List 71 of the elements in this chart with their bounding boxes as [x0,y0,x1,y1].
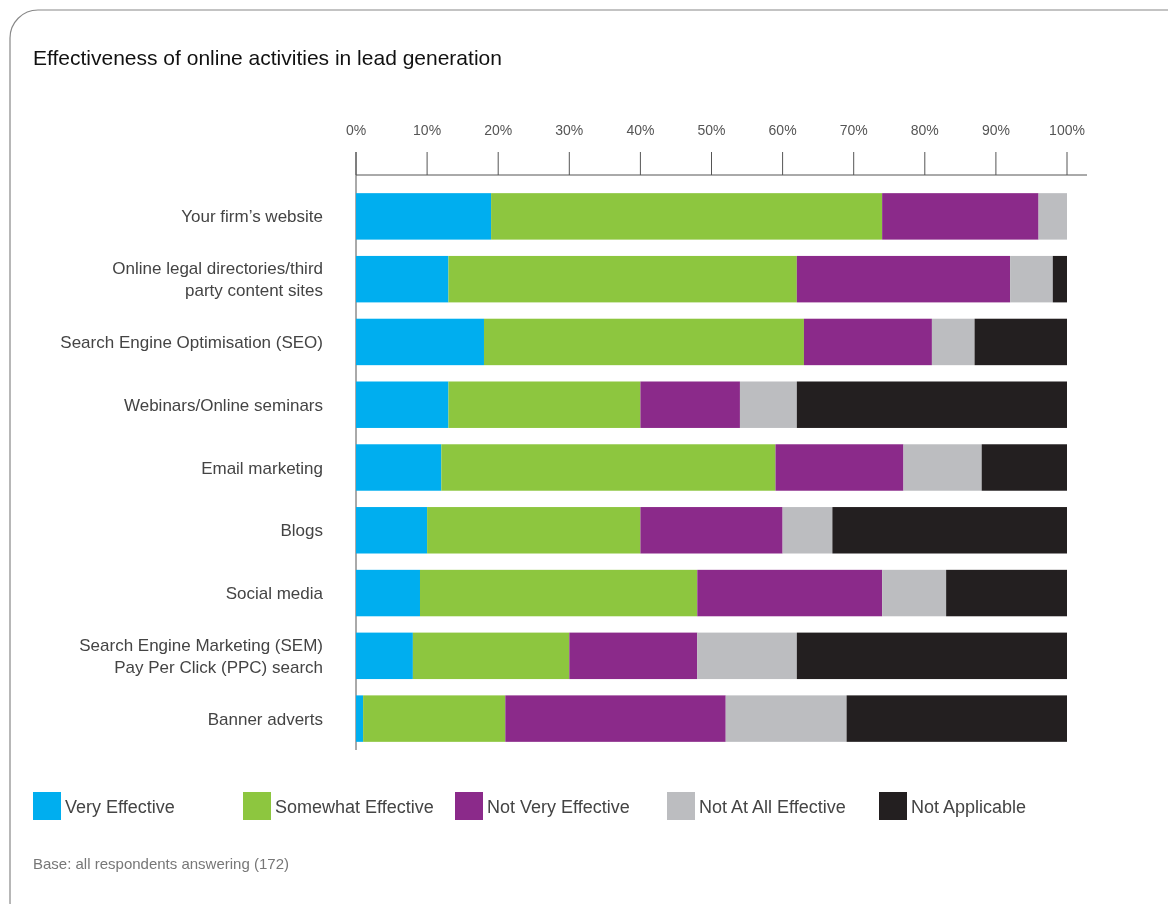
x-tick-label: 100% [1049,122,1085,138]
bar [796,632,1067,680]
bar [946,569,1067,617]
x-tick-label: 30% [555,122,584,138]
x-tick-label: 10% [413,122,442,138]
legend-label: Somewhat Effective [275,797,434,817]
x-tick-label: 70% [839,122,868,138]
bar [483,318,804,366]
y-tick-label: Blogs [280,521,323,541]
bar [803,318,932,366]
bar [441,444,776,491]
bar [356,569,420,617]
legend-label: Not At All Effective [699,797,846,817]
bar [412,632,570,680]
chart-title: Effectiveness of online activities in lead generation [33,46,502,69]
legend-label: Very Effective [65,797,175,817]
y-tick-label: Search Engine Marketing (SEM) Pay Per Click (PPC) search [79,635,323,677]
x-tick-label: 40% [626,122,655,138]
bar [1052,255,1067,303]
y-tick-label: Email marketing [201,458,323,478]
bar [775,444,904,491]
bar [882,193,1039,240]
bar [356,318,484,366]
bar [356,193,492,240]
bar [356,255,449,303]
x-tick-label: 90% [981,122,1010,138]
bar [356,381,449,428]
bar [356,507,428,554]
legend-label: Not Applicable [911,797,1027,817]
bar [427,507,641,554]
bar [356,632,413,680]
bar [846,695,1067,742]
bar [882,569,947,617]
bar [796,255,1011,303]
bar [569,632,698,680]
y-tick-label: Online legal directories/third party content sites [112,259,323,301]
bar [739,381,797,428]
bar [640,507,783,554]
bar [782,507,833,554]
x-tick-label: 50% [697,122,726,138]
bar [1010,255,1053,303]
bar [640,381,740,428]
text: Base: all respondents answering (172) [33,855,289,872]
y-tick-label: Webinars/Online seminars [123,395,323,415]
bar [448,255,797,303]
x-tick-label: 60% [768,122,797,138]
x-tick-label: 20% [484,122,513,138]
legend-label: Not Very Effective [487,797,630,817]
bar [697,632,797,680]
x-tick-label: 0% [345,122,367,138]
bar [505,695,726,742]
y-tick-label: Social media [225,584,324,604]
bar [796,381,1067,428]
bar [356,444,442,491]
bar [832,507,1067,554]
bar [356,695,364,742]
bar [363,695,506,742]
bar [931,318,975,366]
bar [419,569,698,617]
bar [903,444,982,491]
y-tick-label: Banner adverts [207,709,323,729]
y-tick-label: Your firm’s website [181,207,323,227]
x-tick-label: 80% [910,122,939,138]
bar [448,381,641,428]
bar [1038,193,1067,240]
bar [725,695,847,742]
bar [981,444,1067,491]
bar [697,569,883,617]
bar [974,318,1067,366]
bar [491,193,883,240]
y-tick-label: Search Engine Optimisation (SEO) [60,332,323,352]
